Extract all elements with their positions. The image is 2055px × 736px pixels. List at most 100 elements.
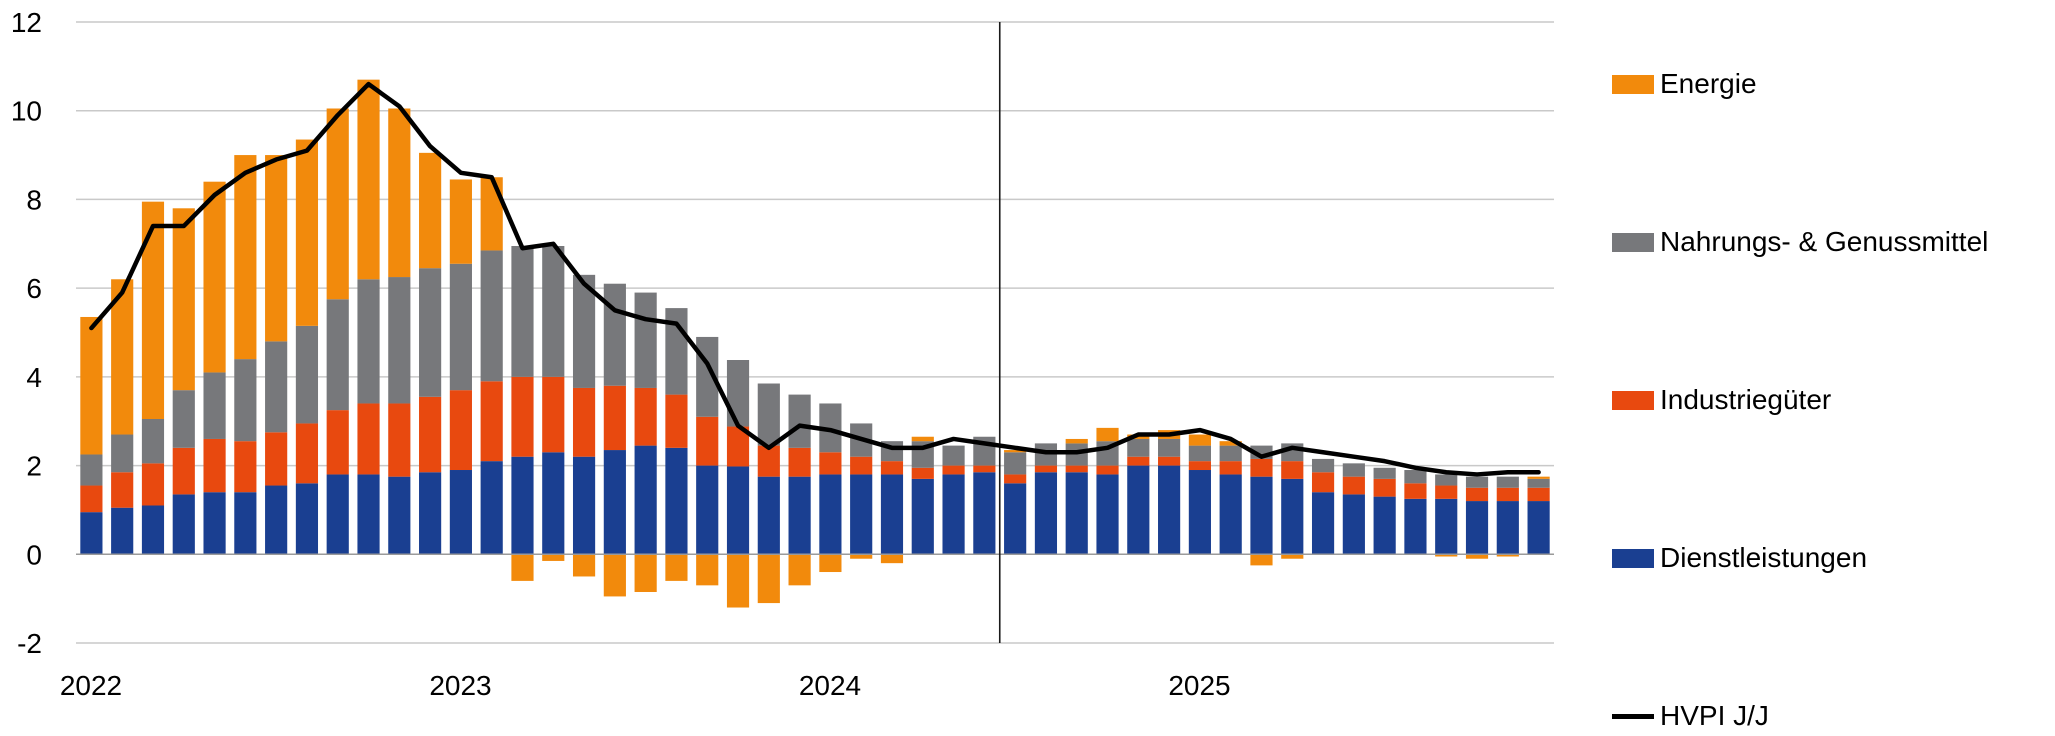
- bar-nahrungs-genussmittel: [1188, 445, 1211, 462]
- bar-dienstleistungen: [326, 474, 349, 555]
- legend-label-hvpi: HVPI J/J: [1660, 700, 1769, 731]
- bar-industrieguter: [1065, 465, 1088, 473]
- bar-nahrungs-genussmittel: [265, 341, 288, 433]
- bar-nahrungs-genussmittel: [511, 246, 534, 377]
- bar-energie: [572, 554, 596, 577]
- legend-swatch-nahrungs-genussmittel: [1612, 232, 1654, 252]
- bar-dienstleistungen: [1219, 474, 1242, 555]
- bar-energie: [326, 108, 349, 300]
- bar-industrieguter: [1342, 476, 1365, 495]
- bar-dienstleistungen: [1158, 465, 1181, 555]
- bar-dienstleistungen: [1404, 498, 1427, 555]
- bar-dienstleistungen: [1188, 470, 1211, 555]
- bar-industrieguter: [665, 394, 688, 448]
- bar-energie: [1219, 441, 1242, 446]
- bar-dienstleistungen: [788, 476, 811, 555]
- bar-dienstleistungen: [819, 474, 842, 555]
- bar-nahrungs-genussmittel: [388, 277, 411, 404]
- bar-industrieguter: [603, 385, 626, 451]
- bar-nahrungs-genussmittel: [326, 299, 349, 411]
- bar-dienstleistungen: [850, 474, 873, 555]
- bar-industrieguter: [295, 423, 319, 484]
- bar-energie: [295, 139, 319, 326]
- bar-energie: [1096, 427, 1119, 442]
- bar-industrieguter: [511, 376, 534, 457]
- bar-energie: [234, 155, 257, 360]
- bar-nahrungs-genussmittel: [234, 359, 257, 442]
- bar-dienstleistungen: [1527, 501, 1550, 555]
- bar-dienstleistungen: [1311, 492, 1335, 555]
- stacked-bar-chart: -2 0 2 4 6 8 10 12 2022 2023 2024 2025: [11, 7, 1554, 701]
- bar-nahrungs-genussmittel: [1373, 467, 1396, 479]
- bar-energie: [419, 152, 442, 269]
- bar-industrieguter: [1188, 461, 1211, 471]
- bar-industrieguter: [234, 441, 257, 493]
- y-tick-label: 4: [26, 362, 42, 393]
- bar-dienstleistungen: [757, 476, 780, 555]
- bar-energie: [265, 155, 288, 342]
- gridlines: [76, 21, 1554, 644]
- bar-dienstleistungen: [1281, 478, 1304, 555]
- bar-energie: [1465, 554, 1489, 559]
- bar-dienstleistungen: [511, 456, 534, 555]
- bar-industrieguter: [480, 381, 503, 462]
- bar-dienstleistungen: [1496, 501, 1519, 555]
- bar-dienstleistungen: [1127, 465, 1150, 555]
- bar-dienstleistungen: [542, 452, 565, 555]
- bar-nahrungs-genussmittel: [172, 390, 195, 448]
- bar-dienstleistungen: [357, 474, 380, 555]
- bar-nahrungs-genussmittel: [1496, 476, 1519, 488]
- bar-dienstleistungen: [1065, 472, 1088, 555]
- bar-nahrungs-genussmittel: [1404, 470, 1427, 484]
- bar-energie: [757, 554, 780, 604]
- legend: Energie Nahrungs- & Genussmittel Industr…: [1612, 0, 2052, 731]
- bar-energie: [665, 554, 688, 581]
- bar-industrieguter: [357, 403, 380, 475]
- bar-industrieguter: [172, 447, 195, 495]
- bar-industrieguter: [326, 410, 349, 475]
- x-axis-ticks: 2022 2023 2024 2025: [60, 670, 1231, 701]
- bar-dienstleistungen: [942, 474, 965, 555]
- legend-label-energie: Energie: [1660, 68, 1757, 99]
- bar-industrieguter: [788, 447, 811, 477]
- bar-nahrungs-genussmittel: [1004, 452, 1027, 475]
- bar-energie: [511, 554, 534, 581]
- bar-energie: [634, 554, 657, 592]
- bar-nahrungs-genussmittel: [726, 360, 750, 427]
- bar-dienstleistungen: [141, 505, 165, 555]
- bar-dienstleistungen: [1373, 496, 1396, 555]
- bar-nahrungs-genussmittel: [1219, 445, 1242, 462]
- bar-nahrungs-genussmittel: [80, 454, 103, 486]
- bar-industrieguter: [111, 472, 134, 508]
- bar-industrieguter: [942, 465, 965, 475]
- bar-energie: [80, 316, 103, 455]
- bar-energie: [172, 208, 195, 391]
- bar-nahrungs-genussmittel: [357, 279, 380, 404]
- bar-energie: [480, 177, 503, 251]
- bar-nahrungs-genussmittel: [1158, 438, 1181, 457]
- bar-nahrungs-genussmittel: [572, 274, 596, 388]
- bar-industrieguter: [1127, 456, 1150, 466]
- bar-nahrungs-genussmittel: [1527, 478, 1550, 488]
- bar-dienstleistungen: [1465, 501, 1489, 555]
- bar-dienstleistungen: [111, 507, 134, 555]
- legend-item-dienstleistungen: Dienstleistungen: [1612, 538, 1867, 578]
- bar-energie: [1281, 554, 1304, 559]
- bar-industrieguter: [1096, 465, 1119, 475]
- bar-dienstleistungen: [1435, 498, 1458, 555]
- bar-industrieguter: [265, 432, 288, 486]
- bar-industrieguter: [572, 387, 596, 457]
- legend-item-industriegueter: Industriegüter: [1612, 380, 1831, 420]
- bar-industrieguter: [1281, 461, 1304, 479]
- bar-nahrungs-genussmittel: [111, 434, 134, 473]
- bar-energie: [696, 554, 719, 586]
- legend-label-industriegueter: Industriegüter: [1660, 384, 1832, 415]
- bar-energie: [880, 554, 904, 564]
- bar-industrieguter: [1004, 474, 1027, 484]
- bar-dienstleistungen: [973, 472, 996, 555]
- bar-industrieguter: [1158, 456, 1181, 466]
- bar-nahrungs-genussmittel: [1465, 476, 1489, 488]
- x-tick-label: 2025: [1168, 670, 1230, 701]
- bar-dienstleistungen: [265, 485, 288, 555]
- bar-industrieguter: [449, 390, 472, 470]
